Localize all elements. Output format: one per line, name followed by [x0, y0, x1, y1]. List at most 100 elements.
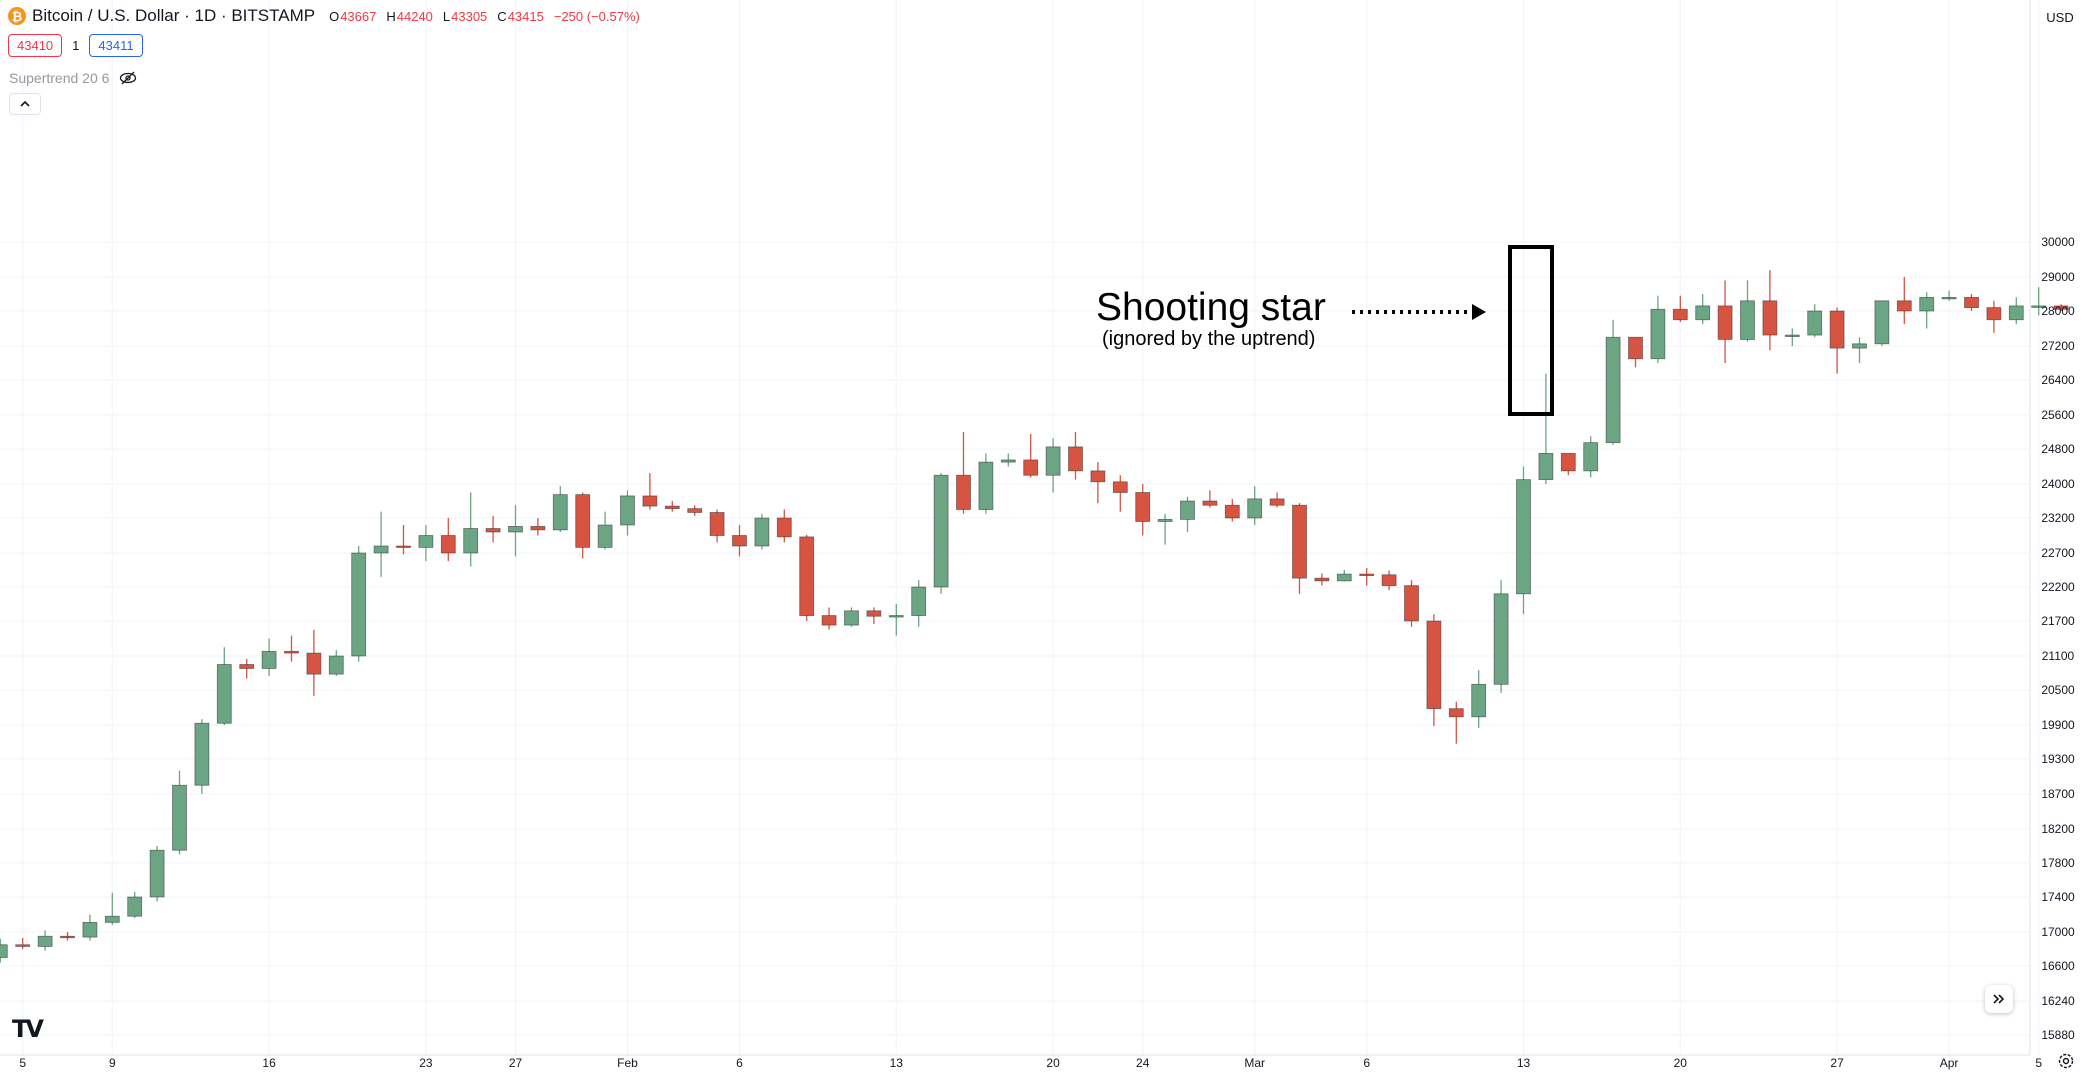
candle-body [1202, 500, 1218, 506]
candle-body [664, 505, 680, 510]
candle-body [1695, 305, 1711, 321]
collapse-legend-button[interactable] [9, 93, 41, 115]
candle [1896, 277, 1912, 325]
candle [1292, 503, 1307, 594]
time-tick-label: 9 [109, 1056, 116, 1070]
candle-body [1045, 446, 1061, 476]
tradingview-logo[interactable]: TV [12, 1015, 44, 1043]
candle-body [0, 944, 8, 958]
candle [1605, 319, 1621, 445]
candle-body [844, 610, 859, 626]
candle [351, 546, 367, 662]
price-tick-label: 24000 [2041, 477, 2075, 491]
candle-body [373, 545, 389, 554]
indicator-name[interactable]: Supertrend 20 6 [9, 70, 110, 86]
candle-body [1919, 296, 1935, 312]
candle-body [1157, 519, 1173, 522]
price-tick-label: 29000 [2041, 270, 2075, 284]
candle [1628, 336, 1643, 368]
candle [1807, 304, 1823, 338]
time-tick-label: 13 [1517, 1056, 1531, 1070]
time-tick-label: 16 [262, 1056, 276, 1070]
candle-body [1023, 459, 1039, 476]
chevron-up-icon [20, 100, 30, 107]
candle [1426, 614, 1442, 727]
candle [1068, 432, 1083, 480]
price-tick-label: 17400 [2041, 890, 2075, 904]
candle-body [1359, 573, 1375, 576]
bid-ask-quotes: 43410 1 43411 [8, 34, 143, 57]
shooting-star-annotation [1352, 245, 1554, 416]
candle [1650, 295, 1666, 363]
candle [888, 604, 904, 636]
price-axis[interactable]: 15880 16240 16600 17000 17400 17800 18200 18700… [2041, 235, 2075, 1042]
candle [687, 505, 703, 516]
eye-off-icon[interactable] [119, 71, 137, 85]
time-tick-label: 13 [890, 1056, 904, 1070]
time-tick-label: Feb [617, 1056, 638, 1070]
candle-body [1381, 574, 1397, 587]
candle-body [1180, 500, 1195, 520]
price-tick-label: 27200 [2041, 339, 2075, 353]
candle-body [978, 461, 994, 510]
candle [1090, 462, 1106, 504]
currency-selector[interactable]: USD [2046, 9, 2074, 25]
candle [978, 453, 994, 514]
time-tick-label: 27 [509, 1056, 523, 1070]
time-tick-label: 27 [1830, 1056, 1844, 1070]
candle [0, 938, 8, 963]
candle-body [1336, 573, 1352, 582]
candle [1269, 492, 1285, 508]
candle [933, 473, 949, 594]
candle [216, 647, 232, 725]
candle-body [1516, 479, 1531, 595]
candle-body [866, 610, 882, 617]
time-tick-label: 6 [1363, 1056, 1370, 1070]
candle [1314, 573, 1330, 586]
time-tick-label: 5 [2035, 1056, 2042, 1070]
candle-body [1269, 498, 1285, 506]
candle [1583, 436, 1599, 478]
candle [127, 891, 143, 918]
scroll-to-realtime-button[interactable] [1985, 985, 2013, 1013]
candle [620, 490, 635, 536]
candle [261, 638, 277, 676]
candle-body [732, 535, 747, 547]
candle-body [1090, 470, 1106, 483]
candle [306, 629, 322, 696]
time-axis[interactable]: 5 9 16 23 27 Feb 6 13 20 24 Mar 6 13 20 27 Apr 5 [19, 1056, 2042, 1070]
candle-body [1426, 620, 1442, 710]
candle-body [351, 552, 367, 657]
bitcoin-icon: ₿ [8, 7, 26, 25]
candle-body [37, 935, 53, 947]
candle-body [597, 524, 613, 548]
candle [508, 505, 523, 557]
candle [956, 432, 971, 514]
candle-body [1852, 343, 1867, 349]
indicator-legend: Supertrend 20 6 [9, 70, 137, 86]
candle-body [1762, 300, 1778, 336]
candle [1448, 701, 1464, 744]
candle [60, 932, 75, 941]
candle-body [2008, 305, 2024, 321]
price-tick-label: 24800 [2041, 442, 2075, 456]
candle-body [306, 652, 322, 675]
price-tick-label: 16240 [2041, 994, 2075, 1008]
candle-body [530, 526, 546, 531]
candle [664, 501, 680, 512]
chart-settings-button[interactable] [2057, 1052, 2075, 1075]
price-change: −250 (−0.57%) [553, 8, 640, 24]
candle-body [1874, 300, 1890, 345]
candle [754, 513, 770, 550]
candle-body [1829, 310, 1845, 349]
ask-price[interactable]: 43411 [89, 34, 143, 57]
candle-body [821, 615, 837, 626]
candle-body [1717, 305, 1733, 340]
symbol-title[interactable]: Bitcoin / U.S. Dollar · 1D · BITSTAMP [32, 6, 316, 25]
candle-body [485, 528, 501, 533]
candle [239, 658, 255, 679]
candle-body [1672, 308, 1688, 321]
bid-price[interactable]: 43410 [8, 34, 63, 57]
candle-body [1538, 452, 1554, 481]
